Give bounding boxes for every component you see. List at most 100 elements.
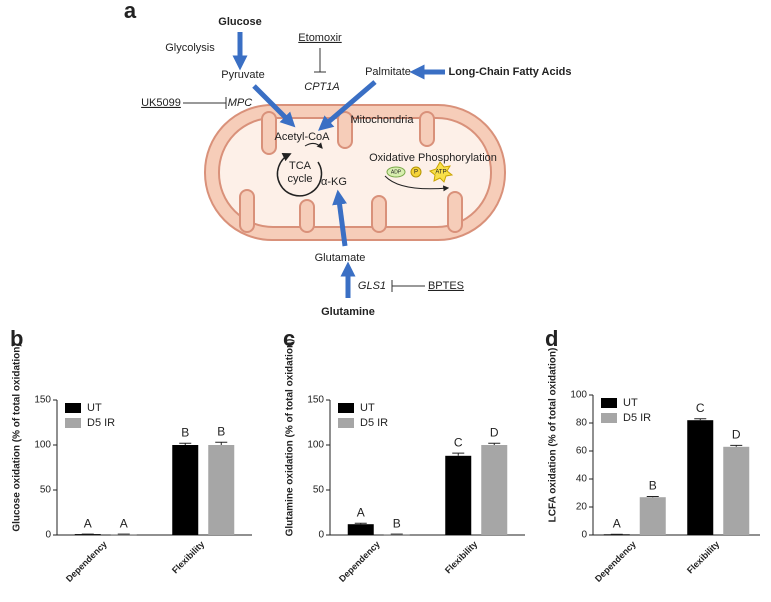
error-bar: [694, 418, 707, 421]
arrow: [332, 189, 348, 247]
arrow: [252, 84, 296, 128]
label: P: [414, 170, 418, 176]
label: TCA: [289, 160, 312, 172]
label: Glycolysis: [165, 42, 215, 54]
y-tick-label: 100: [307, 440, 324, 451]
label: Pyruvate: [221, 69, 264, 81]
x-tick-label: Flexibility: [443, 539, 479, 575]
chart: c 0 50 100 150 Glutamine oxidation (% of tota…: [283, 326, 525, 584]
legend-swatch: [338, 418, 354, 428]
legend-label: UT: [623, 397, 638, 409]
label: Palmitate: [365, 66, 411, 78]
x-tick-label: Flexibility: [685, 539, 721, 575]
bar: [347, 524, 374, 535]
x-tick-label: Flexibility: [170, 539, 206, 575]
pi-icon: [410, 166, 422, 178]
x-tick-label: Dependency: [593, 539, 638, 584]
significance-letter: A: [120, 516, 128, 530]
y-tick-label: 20: [576, 502, 588, 513]
legend-swatch: [601, 413, 617, 423]
label: ADP: [391, 169, 402, 175]
error-bar: [215, 441, 228, 445]
diagram: a Glucose Glycolysis: [124, 0, 572, 318]
bar: [481, 445, 508, 535]
y-tick-label: 150: [307, 395, 324, 406]
y-tick-label: 50: [313, 485, 325, 496]
significance-letter: B: [217, 424, 225, 438]
error-bar: [730, 444, 743, 447]
significance-letter: A: [84, 516, 92, 530]
legend-swatch: [65, 403, 81, 413]
y-axis-label: Glucose oxidation (% of total oxidation): [12, 343, 23, 531]
inhibition: [183, 97, 227, 109]
y-tick-label: 0: [45, 530, 51, 541]
bar: [208, 445, 235, 535]
bar: [445, 455, 472, 535]
significance-letter: A: [613, 516, 621, 530]
legend-swatch: [65, 418, 81, 428]
significance-letter: B: [181, 425, 189, 439]
legend-label: D5 IR: [87, 417, 115, 429]
label: BPTES: [428, 280, 464, 292]
bar: [639, 497, 666, 535]
bar: [172, 445, 199, 535]
panel-label: c: [283, 326, 295, 351]
x-tick-label: Dependency: [64, 539, 109, 584]
panel-label: a: [124, 0, 137, 23]
legend-swatch: [601, 398, 617, 408]
y-tick-label: 50: [40, 485, 52, 496]
label: Oxidative Phosphorylation: [369, 152, 497, 164]
inhibition: [314, 48, 326, 73]
legend-label: D5 IR: [623, 412, 651, 424]
label: Glutamine: [321, 306, 375, 318]
label: Glucose: [218, 16, 261, 28]
arrow: [304, 142, 323, 149]
y-tick-label: 100: [570, 390, 587, 401]
label: MPC: [228, 97, 253, 109]
label: α-KG: [321, 176, 347, 188]
y-axis-label: LCFA oxidation (% of total oxidation): [548, 348, 559, 523]
arrow: [318, 80, 377, 131]
label: Acetyl-CoA: [274, 131, 330, 143]
error-bar: [646, 496, 659, 498]
significance-letter: C: [696, 401, 705, 415]
panel-label: b: [10, 326, 23, 351]
error-bar: [179, 442, 192, 445]
bar: [723, 446, 750, 535]
label: CPT1A: [304, 81, 339, 93]
significance-letter: B: [649, 479, 657, 493]
panel-label: d: [545, 326, 558, 351]
chart: d 0 20 40 60 80 100 LCFA oxidation (% of total …: [545, 326, 760, 584]
label: Etomoxir: [298, 32, 342, 44]
y-tick-label: 150: [34, 395, 51, 406]
label: GLS1: [358, 280, 386, 292]
label: UK5099: [141, 97, 181, 109]
tca-cycle: [276, 153, 323, 197]
significance-letter: D: [732, 428, 741, 442]
label: cycle: [287, 173, 312, 185]
error-bar: [354, 522, 367, 525]
arrow: [384, 175, 450, 192]
adp-icon: [386, 166, 406, 178]
bar: [687, 420, 714, 535]
legend-swatch: [338, 403, 354, 413]
inhibition: [391, 280, 425, 292]
y-tick-label: 80: [576, 418, 588, 429]
significance-letter: C: [454, 435, 463, 449]
y-axis-label: Glutamine oxidation (% of total oxidatio…: [285, 339, 296, 537]
y-tick-label: 60: [576, 446, 588, 457]
x-tick-label: Dependency: [337, 539, 382, 584]
significance-letter: A: [357, 505, 365, 519]
legend-label: UT: [87, 402, 102, 414]
cristae: [239, 111, 463, 233]
significance-letter: B: [393, 516, 401, 530]
y-tick-label: 0: [581, 530, 587, 541]
label: Long-Chain Fatty Acids: [448, 66, 571, 78]
legend-label: UT: [360, 402, 375, 414]
label: ATP: [435, 170, 446, 176]
label: Mitochondria: [351, 114, 415, 126]
y-tick-label: 0: [318, 530, 324, 541]
y-tick-label: 100: [34, 440, 51, 451]
error-bar: [488, 442, 501, 445]
